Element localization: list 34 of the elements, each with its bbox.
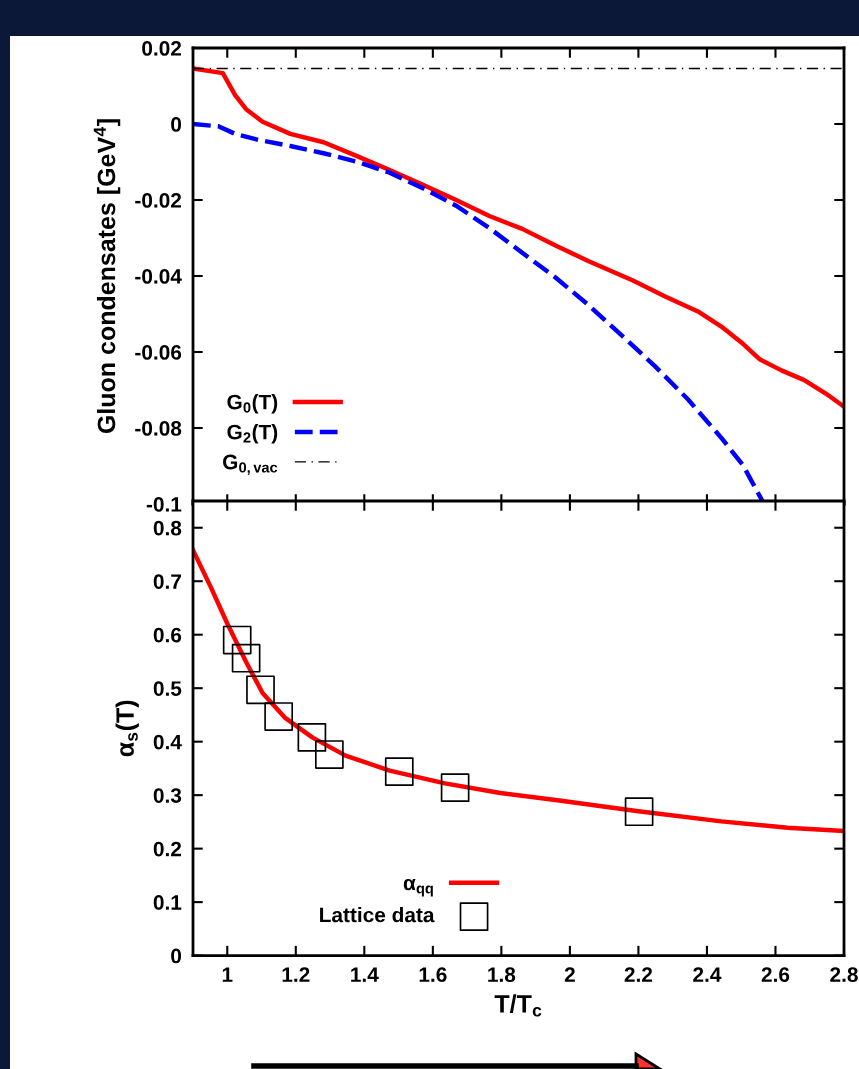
x-tick-label: 1.4 [351, 967, 379, 982]
y-tick-label: 0.2 [153, 841, 182, 857]
y-tick-label: -0.1 [146, 497, 182, 512]
y-tick-label: 0.1 [153, 895, 182, 910]
x-tick-label: 2 [564, 967, 575, 982]
y-tick-label: -0.02 [135, 193, 182, 208]
y-tick-label: -0.08 [135, 421, 182, 436]
legend-label: G$_{2}$(T) [227, 424, 278, 444]
x-tick-label: 1.6 [419, 967, 447, 983]
legend-label: Lattice data [320, 907, 435, 923]
y-tick-label: 0.8 [153, 520, 182, 536]
y-tick-label: 0 [171, 948, 182, 964]
y-tick-label: 0.3 [153, 788, 182, 803]
x-tick-label: 2.6 [761, 967, 790, 983]
legend-label: G$_{0,vac}$ [223, 454, 278, 475]
x-tick-label: 1 [222, 967, 233, 982]
y-tick-label: 0.4 [153, 734, 182, 750]
y-tick-label: 0.02 [142, 41, 182, 56]
x-tick-label: 2.8 [830, 967, 858, 983]
x-tick-label: 2.4 [693, 967, 722, 982]
y-tick-label: -0.04 [135, 269, 182, 284]
legend-label: G$_{0}$(T) [227, 394, 278, 414]
x-tick-label: 1.2 [282, 967, 310, 982]
y-tick-label: 0.6 [153, 627, 182, 643]
x-tick-label: 1.8 [488, 967, 516, 983]
y-tick-label: 0 [171, 117, 182, 132]
x-axis-title: T/T$_{c}$ [494, 994, 542, 1017]
y-axis-title: α$_{s}$(T) [115, 700, 139, 757]
x-tick-label: 2.2 [624, 967, 653, 982]
y-tick-label: 0.5 [153, 681, 182, 696]
legend-label: α$_{qq}$ [403, 878, 433, 897]
y-axis-title: Gluon condensates [GeV$^{4}$] [93, 119, 121, 434]
y-tick-label: 0.7 [153, 574, 181, 589]
y-tick-label: -0.06 [135, 345, 182, 360]
